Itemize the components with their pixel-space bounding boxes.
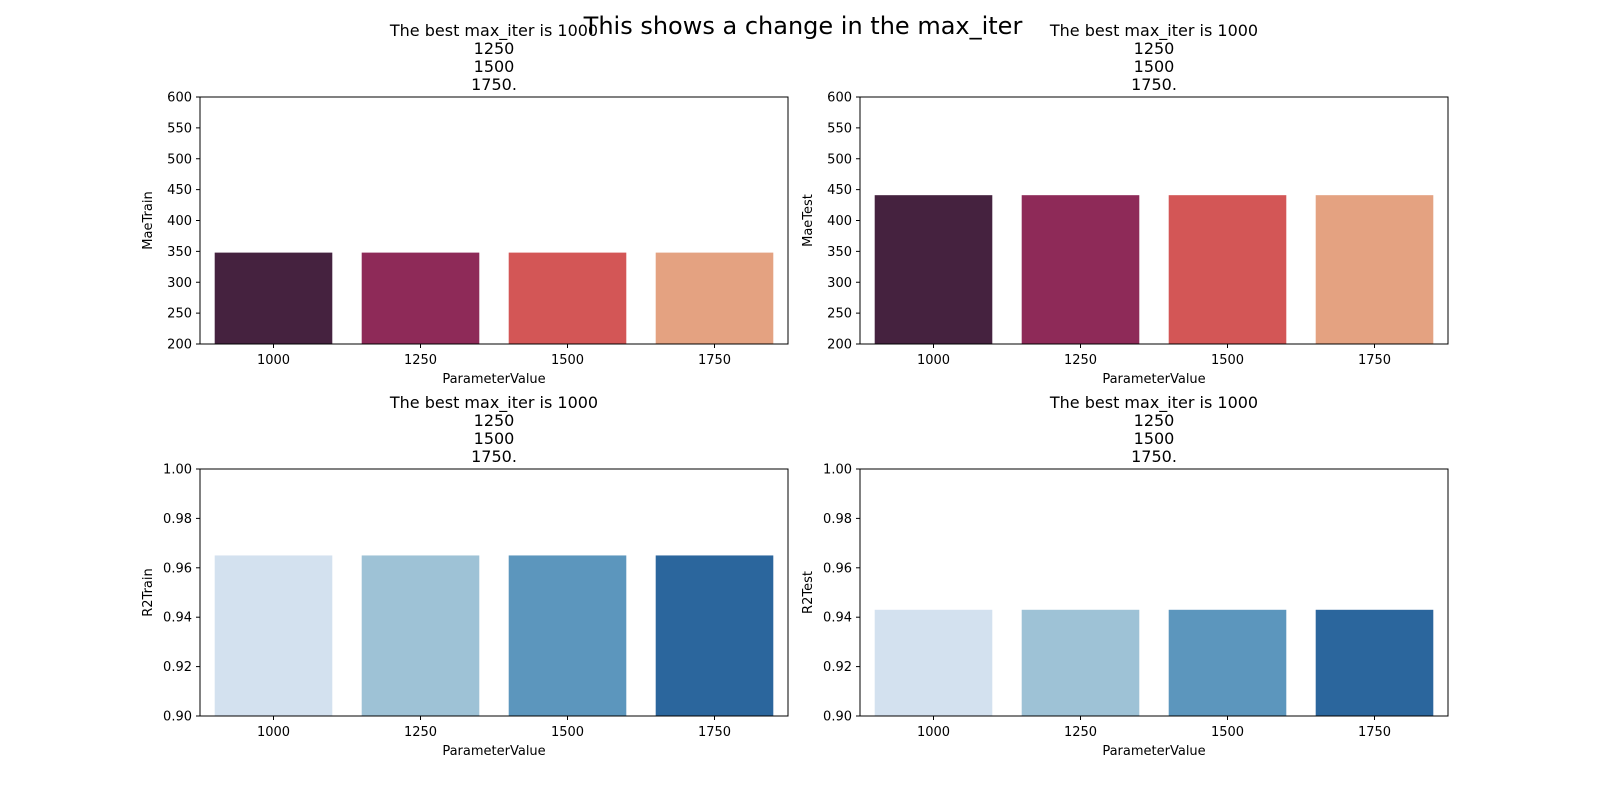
y-axis-label: R2Train [141, 568, 156, 617]
y-tick-label: 500 [167, 152, 192, 167]
y-tick-label: 0.90 [823, 710, 852, 725]
y-tick-label: 450 [827, 183, 852, 198]
y-tick-label: 0.92 [163, 660, 192, 675]
y-tick-label: 300 [827, 276, 852, 291]
x-tick-label: 1500 [1211, 353, 1244, 368]
bar-1000 [214, 252, 333, 344]
y-tick-label: 600 [827, 91, 852, 106]
x-axis-label: ParameterValue [1102, 744, 1205, 759]
subplot-title-line: The best max_iter is 1000 [1049, 21, 1258, 41]
x-tick-label: 1000 [917, 353, 950, 368]
subplot-title-line: 1250 [1134, 411, 1175, 430]
subplot-title-line: 1500 [1134, 429, 1175, 448]
x-tick-label: 1750 [698, 353, 731, 368]
y-tick-label: 550 [167, 121, 192, 136]
subplot-title-line: 1250 [474, 411, 515, 430]
y-axis-label: MaeTest [801, 194, 816, 247]
bar-1750 [655, 252, 774, 344]
axes-frame [859, 468, 1449, 717]
subplot-title-line: 1500 [1134, 57, 1175, 76]
bar-1750 [1315, 609, 1434, 716]
y-tick-label: 1.00 [163, 463, 192, 478]
y-tick-label: 250 [827, 307, 852, 322]
y-tick-label: 200 [167, 338, 192, 353]
y-tick-label: 600 [167, 91, 192, 106]
bar-1500 [1168, 609, 1287, 716]
y-axis-label: MaeTrain [141, 191, 156, 249]
x-tick-label: 1000 [917, 725, 950, 740]
subplot-title-line: 1250 [474, 39, 515, 58]
bar-1250 [1021, 195, 1140, 344]
bar-1500 [508, 252, 627, 344]
bar-1750 [655, 555, 774, 716]
bar-1000 [214, 555, 333, 716]
bar-1000 [874, 609, 993, 716]
x-tick-label: 1500 [1211, 725, 1244, 740]
bar-1250 [361, 555, 480, 716]
y-tick-label: 200 [827, 338, 852, 353]
x-axis-label: ParameterValue [1102, 372, 1205, 387]
subplot-title-line: 1750. [1131, 75, 1177, 94]
x-tick-label: 1750 [698, 725, 731, 740]
x-axis-label: ParameterValue [442, 372, 545, 387]
x-tick-label: 1000 [257, 353, 290, 368]
bar-1500 [508, 555, 627, 716]
subplot-title-line: 1750. [471, 75, 517, 94]
x-tick-label: 1250 [1064, 725, 1097, 740]
y-tick-label: 350 [827, 245, 852, 260]
subplot-title-line: 1500 [474, 57, 515, 76]
bar-1000 [874, 195, 993, 344]
y-tick-label: 500 [827, 152, 852, 167]
y-tick-label: 0.96 [163, 561, 192, 576]
y-axis-label: R2Test [801, 571, 816, 614]
x-tick-label: 1500 [551, 725, 584, 740]
x-axis-label: ParameterValue [442, 744, 545, 759]
x-tick-label: 1250 [404, 725, 437, 740]
x-tick-label: 1250 [1064, 353, 1097, 368]
y-tick-label: 550 [827, 121, 852, 136]
x-tick-label: 1000 [257, 725, 290, 740]
bar-1250 [1021, 609, 1140, 716]
y-tick-label: 400 [827, 214, 852, 229]
x-tick-label: 1500 [551, 353, 584, 368]
y-tick-label: 300 [167, 276, 192, 291]
axes-frame [199, 468, 789, 717]
subplot-title-line: 1750. [471, 447, 517, 466]
subplot-title-line: 1750. [1131, 447, 1177, 466]
subplot-title-line: The best max_iter is 1000 [389, 21, 598, 41]
y-tick-label: 0.98 [823, 512, 852, 527]
subplot-title-line: The best max_iter is 1000 [389, 393, 598, 413]
y-tick-label: 1.00 [823, 463, 852, 478]
y-tick-label: 400 [167, 214, 192, 229]
x-tick-label: 1750 [1358, 353, 1391, 368]
x-tick-label: 1250 [404, 353, 437, 368]
bar-1250 [361, 252, 480, 344]
subplot-title-line: 1250 [1134, 39, 1175, 58]
y-tick-label: 450 [167, 183, 192, 198]
y-tick-label: 350 [167, 245, 192, 260]
bar-1750 [1315, 195, 1434, 344]
y-tick-label: 0.94 [163, 611, 192, 626]
figure-suptitle: This shows a change in the max_iter [583, 12, 1023, 40]
subplot-title-line: The best max_iter is 1000 [1049, 393, 1258, 413]
y-tick-label: 0.98 [163, 512, 192, 527]
y-tick-label: 0.90 [163, 710, 192, 725]
y-tick-label: 0.92 [823, 660, 852, 675]
y-tick-label: 0.94 [823, 611, 852, 626]
y-tick-label: 0.96 [823, 561, 852, 576]
bar-1500 [1168, 195, 1287, 344]
x-tick-label: 1750 [1358, 725, 1391, 740]
y-tick-label: 250 [167, 307, 192, 322]
subplot-title-line: 1500 [474, 429, 515, 448]
